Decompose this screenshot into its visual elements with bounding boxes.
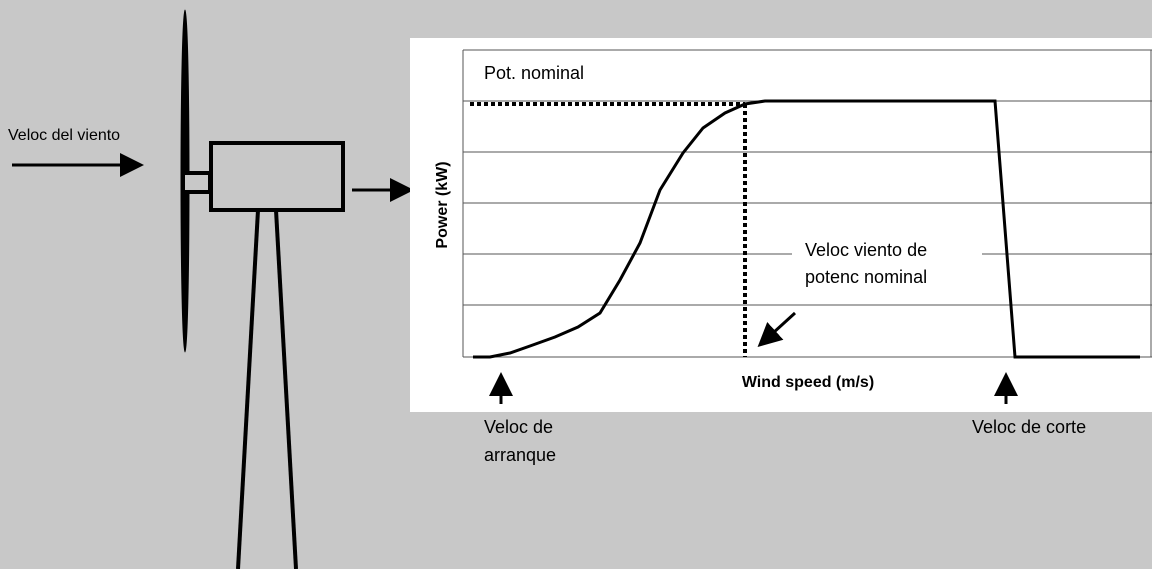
nacelle [211,143,343,210]
label-line: Veloc de [484,417,553,437]
label-line: arranque [484,445,556,465]
hub [183,173,210,192]
diagram: Veloc del viento Pot. nominal Power (kW)… [0,0,1152,569]
rated-power-label: Pot. nominal [484,63,584,83]
label-line: potenc nominal [805,267,927,287]
label-line: Veloc viento de [805,240,927,260]
x-axis-title: Wind speed (m/s) [742,374,874,391]
cut-out-label: Veloc de corte [972,417,1086,437]
y-axis-title: Power (kW) [434,161,451,248]
wind-label: Veloc del viento [8,127,120,144]
